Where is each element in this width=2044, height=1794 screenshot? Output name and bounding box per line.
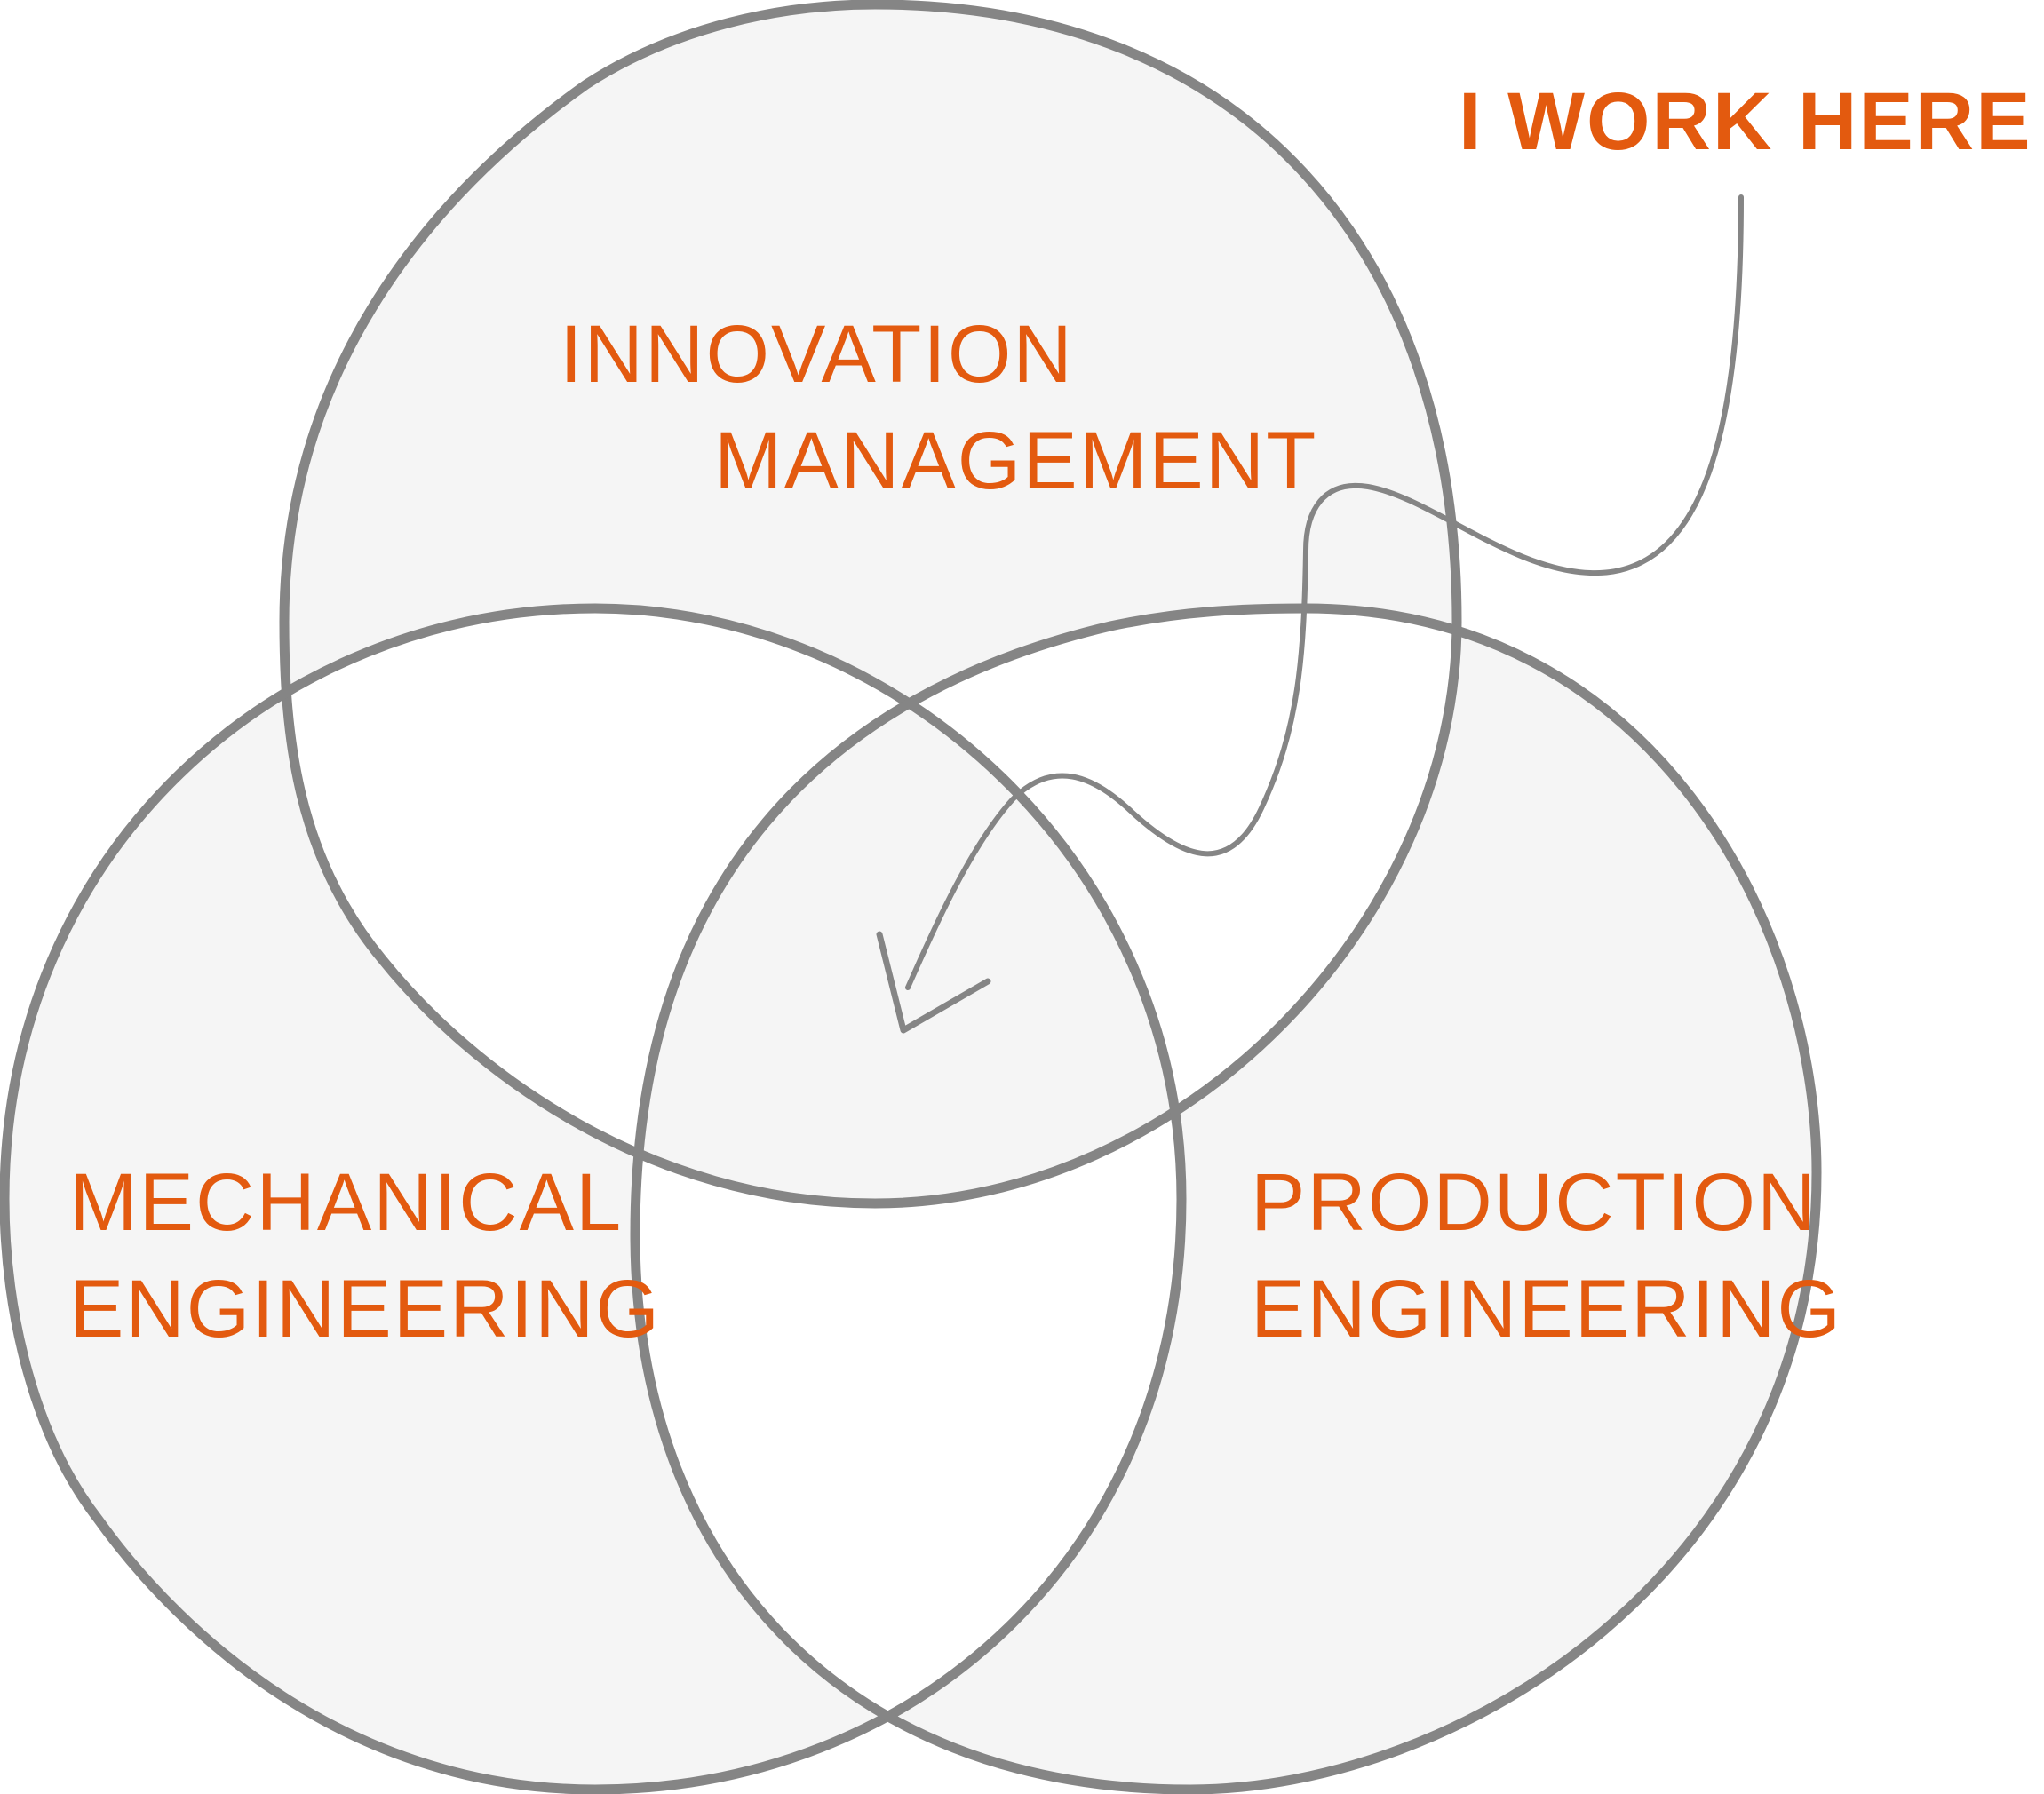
innovation-set-outline: [279, 0, 1462, 1209]
production-label-line1: PRODUCTION: [1251, 1157, 1817, 1248]
callout-label: I WORK HERE: [1459, 76, 2032, 167]
innovation-label-line1: INNOVATION: [560, 309, 1074, 400]
production-set-outline: [630, 603, 1822, 1794]
callout-arrow-head: [876, 931, 991, 1034]
callout-arrow-line: [905, 194, 1744, 990]
production-label-line2: ENGINEERING: [1251, 1264, 1842, 1354]
triple-overlap-fill: [635, 608, 1181, 1203]
mechanical-label-line1: MECHANICAL: [69, 1157, 623, 1248]
innovation-label-line2: MANAGEMENT: [714, 416, 1317, 506]
mechanical-label-line2: ENGINEERING: [69, 1264, 661, 1354]
mechanical-set-outline: [0, 603, 1187, 1794]
